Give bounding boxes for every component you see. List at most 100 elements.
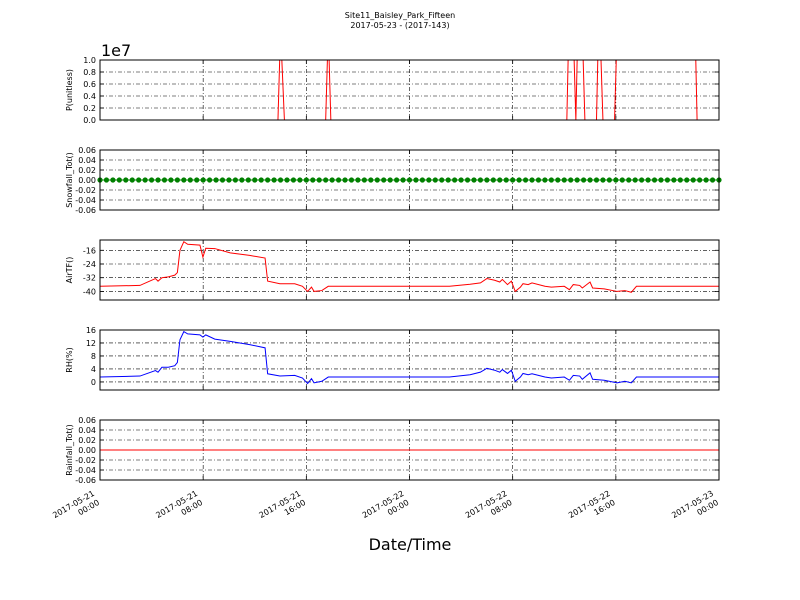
data-point (510, 177, 516, 183)
data-point (452, 177, 458, 183)
data-point (464, 177, 471, 183)
y-axis-label: AirTF() (65, 257, 74, 284)
y-tick-label: 0.04 (78, 156, 96, 165)
data-point (284, 177, 290, 183)
data-point (400, 177, 406, 183)
y-tick-label: -16 (83, 246, 96, 255)
panel: -0.06-0.04-0.020.000.020.040.062017-05-2… (51, 416, 720, 520)
y-axis-label: Rainfall_Tot() (65, 424, 74, 476)
y-tick-label: -0.02 (75, 186, 96, 195)
data-point (148, 177, 155, 183)
y-tick-label: 0.06 (78, 146, 96, 155)
data-point (477, 177, 484, 183)
data-point (426, 177, 432, 183)
data-point (142, 177, 148, 183)
data-point (497, 177, 503, 183)
data-point (522, 177, 529, 183)
data-point (103, 177, 110, 183)
data-point (297, 177, 303, 183)
data-point (445, 177, 451, 183)
data-point (561, 177, 567, 183)
data-point (471, 177, 477, 183)
data-point (239, 177, 245, 183)
data-point (310, 177, 316, 183)
y-tick-label: -0.06 (75, 476, 96, 485)
data-point (439, 177, 445, 183)
data-point (593, 177, 600, 183)
y-tick-label: 0.04 (78, 426, 96, 435)
data-point (136, 177, 142, 183)
data-point (503, 177, 509, 183)
data-line (100, 240, 719, 293)
data-point (265, 177, 271, 183)
data-point (458, 177, 464, 183)
chart-title: Site11_Baisley_Park_Fifteen (345, 11, 455, 20)
data-point (323, 177, 329, 183)
data-point (207, 177, 213, 183)
data-point (226, 177, 232, 183)
data-point (535, 177, 542, 183)
data-point (116, 177, 122, 183)
y-tick-label: 0.6 (83, 80, 96, 89)
data-point (161, 177, 168, 183)
data-point (174, 177, 180, 183)
data-point (187, 177, 193, 183)
chart-subtitle: 2017-05-23 - (2017-143) (350, 21, 449, 30)
y-tick-label: -0.04 (75, 466, 96, 475)
data-point (219, 177, 226, 183)
data-point (394, 177, 400, 183)
data-point (181, 177, 187, 183)
data-point (651, 177, 658, 183)
y-tick-label: 12 (86, 339, 96, 348)
y-tick-label: 0.06 (78, 416, 96, 425)
data-point (677, 177, 683, 183)
y-tick-label: 0 (91, 378, 96, 387)
y-tick-label: 0.00 (78, 176, 96, 185)
y-tick-label: -32 (83, 274, 96, 283)
data-point (213, 177, 219, 183)
data-point (671, 177, 677, 183)
data-point (516, 177, 522, 183)
y-tick-label: -0.06 (75, 206, 96, 215)
data-point (709, 177, 716, 183)
data-point (664, 177, 671, 183)
data-point (110, 177, 116, 183)
data-point (639, 177, 645, 183)
y-tick-label: 0.00 (78, 446, 96, 455)
data-point (290, 177, 297, 183)
data-point (329, 177, 335, 183)
y-tick-label: 1.0 (83, 56, 96, 65)
data-point (568, 177, 574, 183)
panel: -0.06-0.04-0.020.000.020.040.06 Snowfall_… (65, 146, 722, 215)
axes-frame (99, 149, 720, 211)
data-point (155, 177, 161, 183)
y-tick-label: 8 (91, 352, 96, 361)
data-point (348, 177, 355, 183)
data-point (419, 177, 425, 183)
y-tick-label: -24 (83, 260, 96, 269)
data-point (381, 177, 387, 183)
data-point (587, 177, 593, 183)
data-point (374, 177, 380, 183)
data-point (406, 177, 413, 183)
data-point (245, 177, 251, 183)
data-point (258, 177, 264, 183)
data-point (529, 177, 535, 183)
data-point (490, 177, 496, 183)
y-tick-label: 0.8 (83, 68, 96, 77)
y-tick-label: 4 (91, 365, 96, 374)
data-point (542, 177, 548, 183)
y-tick-label: 0.02 (78, 166, 96, 175)
data-point (342, 177, 348, 183)
data-point (277, 177, 284, 183)
y-tick-label: 16 (86, 326, 96, 335)
data-point (129, 177, 135, 183)
data-point (252, 177, 258, 183)
data-point (361, 177, 367, 183)
data-point (413, 177, 419, 183)
data-point (200, 177, 206, 183)
data-point (194, 177, 200, 183)
data-point (335, 177, 342, 183)
y-tick-label: 0.0 (83, 116, 96, 125)
